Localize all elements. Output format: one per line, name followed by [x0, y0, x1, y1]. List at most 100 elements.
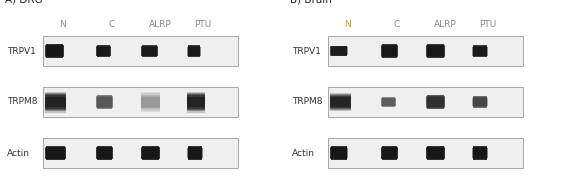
Bar [382, 97, 395, 107]
Bar [425, 46, 445, 56]
Text: C: C [108, 20, 115, 29]
Bar [381, 147, 398, 159]
Bar [96, 147, 113, 159]
Bar [96, 97, 113, 107]
Bar [380, 98, 396, 106]
Bar [43, 36, 238, 66]
Bar [330, 47, 347, 55]
Bar [188, 45, 200, 57]
Bar [46, 45, 64, 57]
Text: N: N [344, 20, 351, 29]
Bar [187, 91, 205, 113]
Bar [96, 96, 113, 108]
Bar [328, 36, 523, 66]
Bar [187, 148, 203, 158]
Text: PTU: PTU [479, 20, 496, 29]
Bar [427, 44, 444, 58]
Bar [328, 87, 523, 117]
Text: C: C [393, 20, 400, 29]
Bar [187, 96, 205, 108]
Bar [187, 93, 205, 111]
Bar [142, 45, 157, 57]
Bar [381, 45, 398, 57]
Text: ALRP: ALRP [148, 20, 171, 29]
Bar [140, 97, 160, 107]
Bar [45, 91, 66, 113]
Bar [427, 95, 444, 109]
Bar [97, 45, 110, 57]
Bar [330, 97, 351, 107]
Text: B) Brain: B) Brain [290, 0, 332, 5]
Bar [330, 147, 347, 159]
Bar [425, 97, 445, 107]
Bar [473, 97, 487, 107]
Text: TRPV1: TRPV1 [292, 47, 321, 56]
Bar [141, 46, 157, 56]
Text: A) DRG: A) DRG [5, 0, 43, 5]
Bar [46, 146, 65, 160]
Bar [472, 148, 488, 158]
Bar [45, 93, 66, 111]
Bar [425, 148, 445, 158]
Bar [426, 96, 445, 108]
Bar [43, 138, 238, 168]
Bar [140, 95, 160, 109]
Bar [97, 95, 112, 109]
Bar [140, 93, 160, 111]
Bar [140, 92, 160, 112]
Bar [45, 96, 66, 108]
Bar [140, 148, 160, 158]
Bar [45, 46, 65, 56]
Bar [187, 95, 205, 109]
Bar [382, 146, 397, 160]
Bar [330, 96, 351, 108]
Bar [140, 47, 158, 56]
Bar [330, 46, 347, 56]
Text: Actin: Actin [292, 148, 315, 157]
Bar [46, 147, 66, 159]
Bar [381, 98, 396, 106]
Bar [188, 147, 202, 159]
Bar [97, 146, 112, 160]
Bar [328, 138, 523, 168]
Bar [472, 98, 488, 106]
Bar [96, 47, 111, 56]
Text: TRPM8: TRPM8 [292, 97, 323, 107]
Bar [331, 146, 347, 160]
Bar [96, 46, 111, 56]
Bar [473, 146, 487, 160]
Text: ALRP: ALRP [434, 20, 456, 29]
Text: N: N [59, 20, 66, 29]
Bar [473, 45, 487, 57]
Bar [188, 46, 201, 56]
Text: TRPV1: TRPV1 [7, 47, 36, 56]
Bar [45, 95, 66, 109]
Bar [141, 147, 160, 159]
Text: TRPM8: TRPM8 [7, 97, 38, 107]
Bar [426, 147, 445, 159]
Bar [380, 46, 398, 56]
Bar [45, 148, 66, 158]
Bar [96, 148, 113, 158]
Bar [330, 93, 351, 111]
Bar [140, 96, 160, 108]
Bar [472, 47, 488, 56]
Bar [473, 96, 487, 108]
Bar [380, 148, 398, 158]
Bar [473, 46, 487, 56]
Bar [330, 95, 351, 109]
Bar [382, 44, 397, 58]
Bar [142, 146, 159, 160]
Bar [427, 146, 444, 160]
Bar [331, 46, 347, 56]
Bar [330, 148, 347, 158]
Bar [426, 45, 445, 57]
Bar [43, 87, 238, 117]
Bar [46, 44, 64, 58]
Bar [188, 146, 202, 160]
Text: Actin: Actin [7, 148, 30, 157]
Bar [45, 94, 66, 110]
Bar [473, 147, 487, 159]
Bar [187, 47, 201, 56]
Bar [330, 94, 351, 110]
